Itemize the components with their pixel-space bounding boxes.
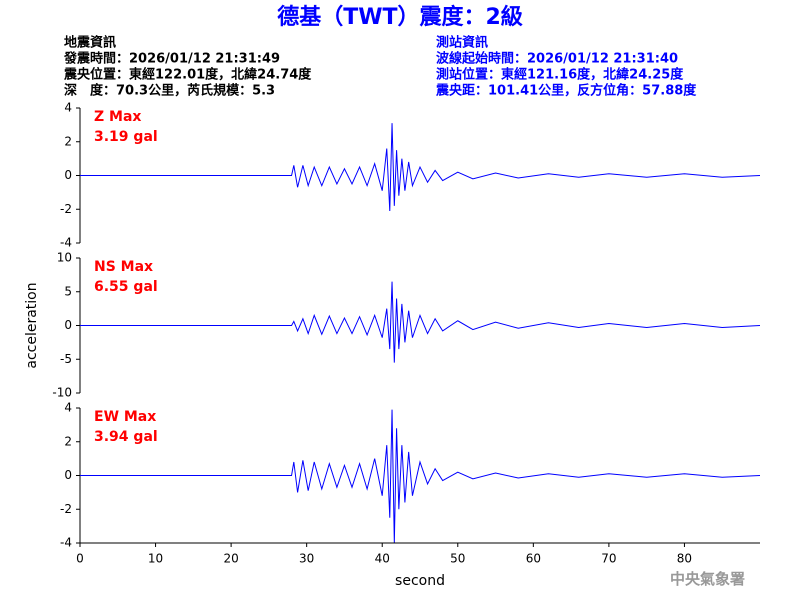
chart-title: 德基（TWT）震度：2級: [277, 4, 523, 30]
x-tick-label: 10: [148, 552, 163, 566]
y-tick-label: -10: [52, 386, 72, 400]
y-tick-label: 2: [64, 434, 72, 448]
info-line: 震央位置：東經122.01度，北緯24.74度: [63, 67, 312, 83]
annotation: 3.19 gal: [94, 129, 158, 145]
y-tick-label: 0: [64, 468, 72, 482]
info-line: 深 度：70.3公里，芮氏規模：5.3: [64, 83, 275, 99]
annotation: NS Max: [94, 259, 153, 275]
x-tick-label: 60: [526, 552, 541, 566]
y-tick-label: 10: [57, 251, 72, 265]
waveform: [80, 281, 761, 363]
annotation: 3.94 gal: [94, 429, 158, 445]
info-line: 測站位置：東經121.16度，北緯24.25度: [436, 67, 684, 83]
y-tick-label: -2: [60, 502, 72, 516]
x-tick-label: 70: [601, 552, 616, 566]
x-tick-label: 80: [677, 552, 692, 566]
y-axis-title: acceleration: [24, 282, 40, 368]
y-tick-label: -5: [60, 352, 72, 366]
annotation: EW Max: [94, 409, 156, 425]
info-line: 震央距：101.41公里，反方位角：57.88度: [435, 83, 697, 99]
x-tick-label: 50: [450, 552, 465, 566]
y-tick-label: 4: [64, 401, 72, 415]
info-line: 地震資訊: [64, 35, 116, 51]
x-tick-label: 0: [76, 552, 84, 566]
y-tick-label: -4: [60, 536, 72, 550]
y-tick-label: 5: [64, 284, 72, 298]
x-tick-label: 20: [223, 552, 238, 566]
y-tick-label: 2: [64, 134, 72, 148]
x-tick-label: 30: [299, 552, 314, 566]
y-tick-label: 0: [64, 168, 72, 182]
annotation: Z Max: [94, 109, 141, 125]
waveform: [80, 123, 761, 211]
footer: 中央氣象署: [670, 570, 745, 588]
waveform: [80, 409, 761, 544]
info-line: 測站資訊: [436, 35, 488, 51]
y-tick-label: 4: [64, 101, 72, 115]
x-tick-label: 40: [375, 552, 390, 566]
info-line: 波線起始時間：2026/01/12 21:31:40: [436, 51, 678, 67]
x-axis-title: second: [395, 573, 445, 589]
info-line: 發震時間：2026/01/12 21:31:49: [63, 51, 280, 67]
y-tick-label: -4: [60, 236, 72, 250]
annotation: 6.55 gal: [94, 279, 158, 295]
y-tick-label: 0: [64, 318, 72, 332]
y-tick-label: -2: [60, 202, 72, 216]
